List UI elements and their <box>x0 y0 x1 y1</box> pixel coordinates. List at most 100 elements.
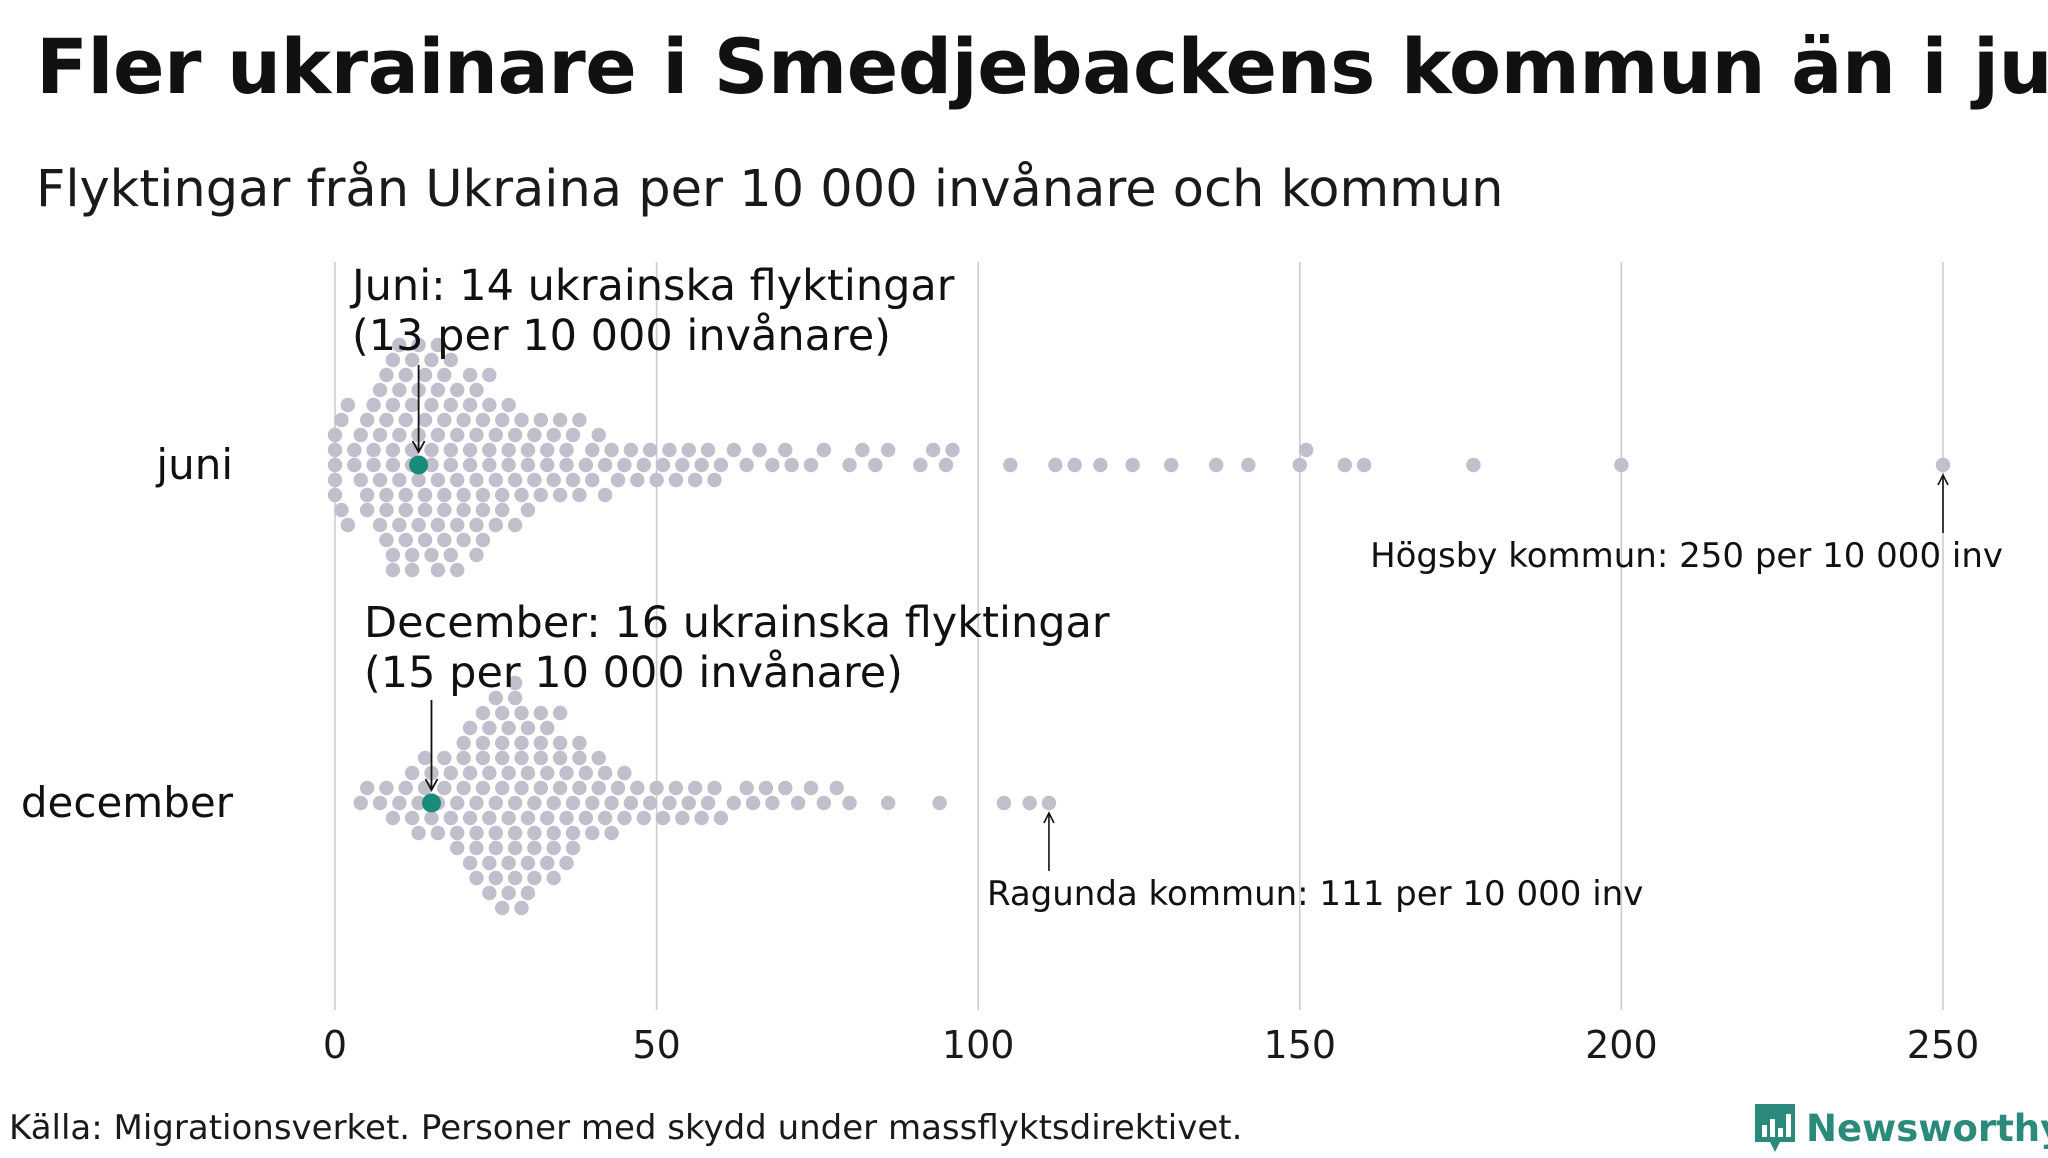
data-point <box>546 427 561 443</box>
data-point <box>533 735 549 751</box>
data-point <box>700 442 716 458</box>
data-point <box>578 457 594 473</box>
data-point <box>392 382 407 398</box>
data-point <box>527 840 542 856</box>
data-point <box>501 855 516 871</box>
max-annotation: Ragunda kommun: 111 per 10 000 inv <box>987 874 1643 914</box>
data-point <box>565 840 581 856</box>
x-tick-label: 250 <box>1907 1023 1980 1067</box>
data-point <box>398 487 413 503</box>
data-point <box>758 780 774 796</box>
brand-logo: Newsworthy <box>1752 1098 2048 1158</box>
data-point <box>1299 442 1314 458</box>
data-point <box>340 397 356 413</box>
data-point <box>495 705 510 721</box>
data-point <box>450 517 465 533</box>
data-point <box>462 810 478 826</box>
data-point <box>527 825 542 841</box>
data-point <box>578 810 594 826</box>
data-point <box>662 795 677 811</box>
data-point <box>1048 457 1063 473</box>
data-point <box>488 690 503 706</box>
data-point <box>327 427 343 443</box>
data-point <box>482 720 497 736</box>
data-point <box>450 562 465 578</box>
data-point <box>675 810 690 826</box>
data-point <box>739 457 754 473</box>
data-point <box>437 367 452 383</box>
data-point <box>488 517 503 533</box>
data-point <box>469 795 484 811</box>
data-point <box>546 825 561 841</box>
data-point <box>816 442 832 458</box>
data-point <box>385 442 401 458</box>
data-point <box>327 457 343 473</box>
data-point <box>617 457 632 473</box>
data-point <box>1356 457 1372 473</box>
data-point <box>565 795 581 811</box>
data-point <box>450 472 465 488</box>
data-point <box>501 885 516 901</box>
data-point <box>392 427 407 443</box>
data-point <box>501 765 516 781</box>
data-point <box>456 502 471 518</box>
data-point <box>417 750 433 766</box>
highlight-annotation: (15 per 10 000 invånare) <box>364 648 903 698</box>
data-point <box>430 825 446 841</box>
data-point <box>501 720 516 736</box>
data-point <box>359 412 375 428</box>
data-point <box>520 457 536 473</box>
data-point <box>404 562 420 578</box>
data-point <box>475 487 491 503</box>
data-point <box>552 705 568 721</box>
data-point <box>514 705 529 721</box>
data-point <box>527 870 542 886</box>
data-point <box>520 720 536 736</box>
data-point <box>597 457 613 473</box>
data-point <box>540 457 555 473</box>
data-point <box>829 780 844 796</box>
data-point <box>437 780 452 796</box>
data-point <box>398 780 413 796</box>
data-point <box>540 855 555 871</box>
data-point <box>938 457 954 473</box>
data-point <box>507 675 523 691</box>
data-point <box>778 780 793 796</box>
data-point <box>514 900 529 916</box>
data-point <box>417 532 433 548</box>
data-point <box>488 427 503 443</box>
data-point <box>617 765 632 781</box>
data-point <box>507 840 523 856</box>
data-point <box>411 825 426 841</box>
data-point <box>726 795 741 811</box>
data-point <box>540 765 555 781</box>
data-point <box>533 487 549 503</box>
data-point <box>495 900 510 916</box>
data-point <box>507 427 523 443</box>
data-point <box>404 547 420 563</box>
data-point <box>398 502 413 518</box>
x-tick-label: 150 <box>1264 1023 1337 1067</box>
data-point <box>739 780 754 796</box>
data-point <box>488 870 503 886</box>
beeswarm-chart: 0 50 100 150 200 250 juni Juni: 14 ukrainska f… <box>21 261 2003 1067</box>
data-point <box>411 517 426 533</box>
data-point <box>430 337 446 353</box>
chart-title: Fler ukrainare i Smedjebackens kommun än… <box>36 22 2048 111</box>
data-point <box>334 412 349 428</box>
data-point <box>456 532 471 548</box>
row-label-december: december <box>21 778 234 827</box>
data-point <box>430 562 446 578</box>
max-arrow-head <box>1043 811 1055 824</box>
data-point <box>752 442 767 458</box>
data-points <box>327 337 1951 916</box>
data-point <box>533 412 549 428</box>
data-point <box>443 352 458 368</box>
max-annotation: Högsby kommun: 250 per 10 000 inv <box>1370 536 2003 576</box>
data-point <box>803 780 819 796</box>
data-point <box>424 547 439 563</box>
data-point <box>443 442 458 458</box>
data-point <box>372 382 388 398</box>
data-point <box>443 810 458 826</box>
data-point <box>372 472 388 488</box>
